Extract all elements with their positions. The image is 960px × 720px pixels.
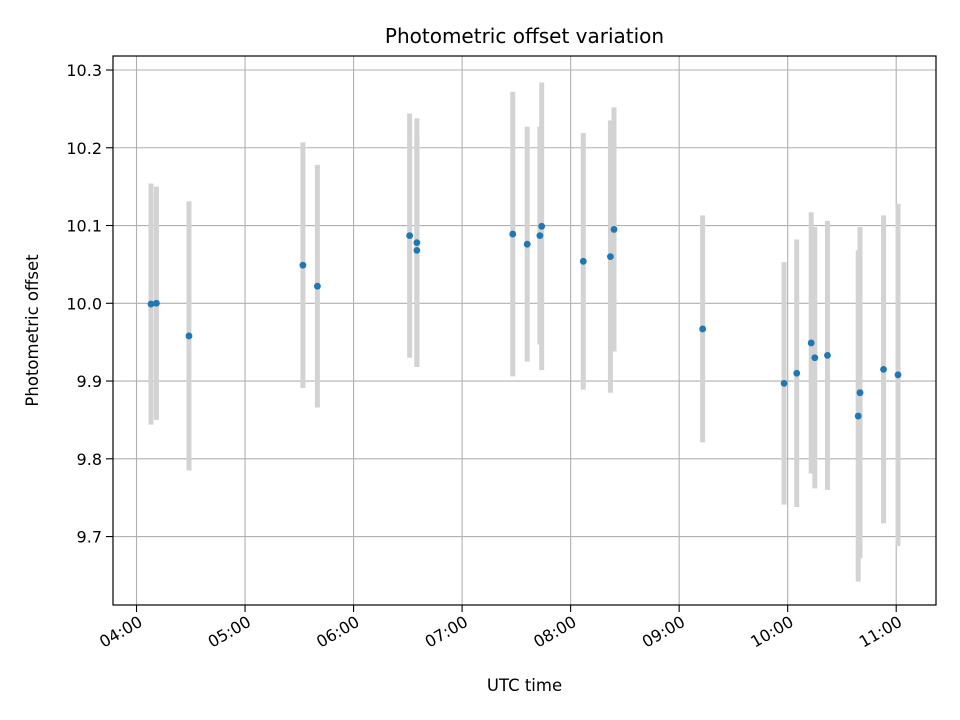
plot-frame [112,55,937,606]
data-point-0 [147,300,155,308]
chart-title: Photometric offset variation [385,24,664,48]
y-tick-label: 9.8 [77,450,102,469]
y-tick-label: 10.0 [66,294,102,313]
data-point-9 [523,240,531,248]
data-point-15 [699,325,707,333]
data-point-4 [313,282,321,290]
data-point-7 [413,247,421,254]
x-axis-title: UTC time [487,676,562,695]
y-tick-label: 9.7 [77,528,102,547]
data-point-2 [185,332,193,340]
y-tick-label: 10.2 [66,139,102,158]
data-point-22 [856,389,864,397]
data-points [147,222,902,420]
data-point-11 [538,222,546,230]
data-point-13 [607,253,614,261]
y-tick-label: 10.1 [66,217,102,236]
data-point-20 [824,351,831,359]
y-tick-label: 10.3 [66,61,102,80]
data-point-23 [880,365,887,373]
data-point-14 [610,226,618,233]
data-point-5 [406,232,414,240]
data-point-12 [579,257,587,265]
data-point-21 [854,412,862,420]
data-point-3 [299,261,307,269]
data-point-18 [807,339,815,347]
data-point-17 [793,369,801,377]
data-point-8 [509,230,517,238]
y-axis: 9.7 9.8 9.9 10.0 10.1 10.2 10.3 [66,61,113,547]
data-point-24 [894,371,902,379]
y-axis-title: Photometric offset [23,254,42,407]
data-point-16 [780,379,788,387]
data-point-6 [413,239,421,247]
data-point-19 [811,354,819,362]
data-point-1 [153,299,160,307]
data-point-10 [536,232,544,240]
y-tick-label: 9.9 [77,372,102,391]
